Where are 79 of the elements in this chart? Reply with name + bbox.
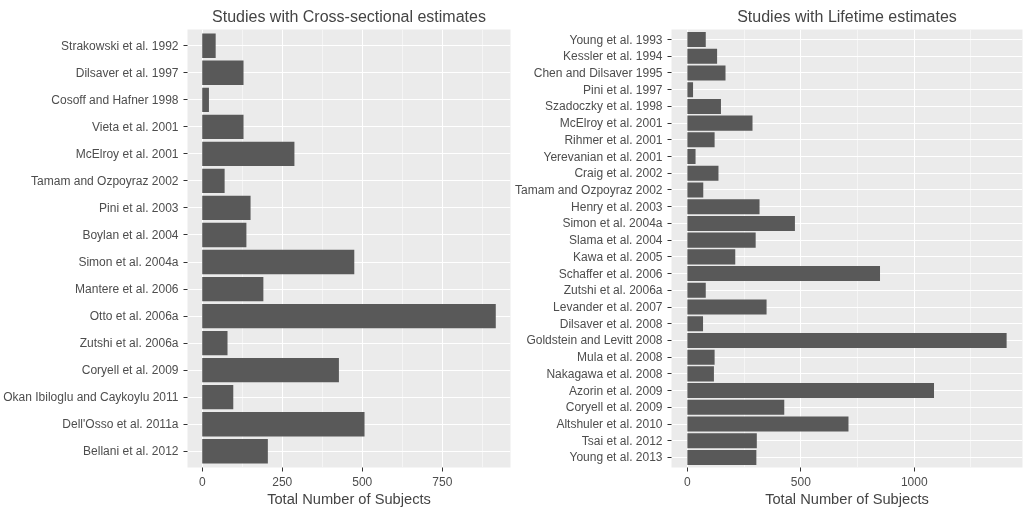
bar bbox=[202, 249, 355, 275]
bar bbox=[687, 399, 785, 415]
bar bbox=[202, 141, 295, 167]
y-tick-label: Dilsaver et al. 2008 bbox=[559, 316, 663, 331]
bar bbox=[202, 385, 234, 410]
bar bbox=[202, 114, 244, 139]
y-tick-label: Tamam and Ozpoyraz 2002 bbox=[515, 182, 663, 197]
y-tick-label: Szadoczky et al. 1998 bbox=[545, 99, 663, 114]
bar bbox=[202, 412, 365, 437]
y-tick-label: Coryell et al. 2009 bbox=[81, 363, 179, 378]
y-tick-label: Pini et al. 2003 bbox=[99, 200, 179, 215]
y-tick-label: Bellani et al. 2012 bbox=[83, 444, 179, 459]
bar bbox=[202, 358, 339, 383]
y-tick-label: Young et al. 2013 bbox=[569, 450, 663, 465]
bar bbox=[687, 149, 696, 165]
bar bbox=[202, 303, 496, 329]
y-tick-label: Okan Ibiloglu and Caykoylu 2011 bbox=[3, 390, 179, 405]
bar bbox=[202, 276, 264, 302]
y-tick-label: Craig et al. 2002 bbox=[574, 166, 663, 181]
bar bbox=[202, 168, 225, 194]
bar bbox=[687, 383, 935, 399]
x-tick-label: 750 bbox=[432, 474, 453, 489]
chart-title: Studies with Lifetime estimates bbox=[737, 7, 957, 25]
y-tick-label: Goldstein and Levitt 2008 bbox=[526, 333, 663, 348]
x-tick-label: 1000 bbox=[900, 474, 928, 489]
y-tick-label: Simon et al. 2004a bbox=[78, 255, 179, 270]
y-tick-label: Rihmer et al. 2001 bbox=[564, 132, 663, 147]
y-tick-label: Mula et al. 2008 bbox=[577, 350, 663, 365]
y-tick-label: Kawa et al. 2005 bbox=[573, 249, 663, 264]
y-tick-label: Cosoff and Hafner 1998 bbox=[51, 92, 179, 107]
x-axis-title: Total Number of Subjects bbox=[267, 490, 431, 507]
bar bbox=[202, 87, 209, 112]
y-tick-label: Dilsaver et al. 1997 bbox=[75, 65, 179, 80]
y-tick-label: Kessler et al. 1994 bbox=[563, 49, 663, 64]
x-tick-label: 0 bbox=[684, 474, 692, 489]
y-tick-label: Zutshi et al. 2006a bbox=[79, 336, 179, 351]
bar bbox=[202, 439, 268, 464]
bar bbox=[202, 195, 251, 221]
x-axis-title: Total Number of Subjects bbox=[765, 490, 929, 507]
x-tick-label: 250 bbox=[272, 474, 293, 489]
y-tick-label: Boylan et al. 2004 bbox=[82, 227, 179, 242]
y-tick-label: Simon et al. 2004a bbox=[562, 216, 663, 231]
bar bbox=[202, 330, 228, 356]
y-tick-label: Nakagawa et al. 2008 bbox=[546, 366, 663, 381]
y-tick-label: Slama et al. 2004 bbox=[569, 233, 663, 248]
y-tick-label: Henry et al. 2003 bbox=[571, 199, 663, 214]
bar bbox=[202, 60, 244, 85]
bar bbox=[202, 33, 216, 58]
y-tick-label: McElroy et al. 2001 bbox=[75, 146, 179, 161]
y-tick-label: Dell'Osso et al. 2011a bbox=[62, 417, 179, 432]
y-tick-label: Tamam and Ozpoyraz 2002 bbox=[31, 173, 179, 188]
y-tick-label: Altshuler et al. 2010 bbox=[556, 417, 663, 432]
bar bbox=[687, 449, 757, 465]
bar bbox=[687, 32, 706, 48]
bar bbox=[687, 98, 721, 114]
bar bbox=[687, 82, 694, 98]
bar bbox=[687, 215, 795, 231]
y-tick-label: Pini et al. 1997 bbox=[583, 82, 663, 97]
y-tick-label: Schaffer et al. 2006 bbox=[558, 266, 663, 281]
y-tick-label: Mantere et al. 2006 bbox=[75, 282, 179, 297]
y-tick-label: Tsai et al. 2012 bbox=[581, 433, 663, 448]
x-tick-label: 0 bbox=[198, 474, 206, 489]
bar bbox=[687, 332, 1007, 348]
bar bbox=[202, 222, 247, 248]
y-tick-label: Zutshi et al. 2006a bbox=[563, 283, 663, 298]
x-tick-label: 500 bbox=[790, 474, 812, 489]
y-tick-label: McElroy et al. 2001 bbox=[559, 116, 663, 131]
y-tick-label: Coryell et al. 2009 bbox=[565, 400, 663, 415]
y-tick-label: Otto et al. 2006a bbox=[89, 309, 179, 324]
y-tick-label: Levander et al. 2007 bbox=[553, 300, 663, 315]
y-tick-label: Vieta et al. 2001 bbox=[91, 119, 179, 134]
chart-title: Studies with Cross-sectional estimates bbox=[212, 7, 486, 25]
bar bbox=[687, 266, 881, 282]
y-tick-label: Yerevanian et al. 2001 bbox=[543, 149, 663, 164]
y-tick-label: Chen and Dilsaver 1995 bbox=[533, 65, 663, 80]
y-tick-label: Strakowski et al. 1992 bbox=[61, 38, 179, 53]
y-tick-label: Azorin et al. 2009 bbox=[569, 383, 663, 398]
y-tick-label: Young et al. 1993 bbox=[569, 32, 663, 47]
x-tick-label: 500 bbox=[352, 474, 373, 489]
